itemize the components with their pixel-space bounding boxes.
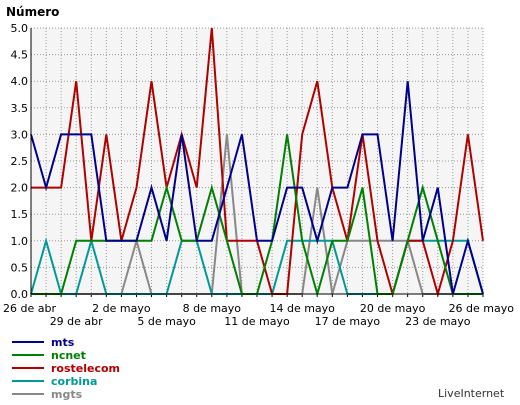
y-tick-label: 3.0 bbox=[11, 128, 29, 141]
legend-label-ncnet: ncnet bbox=[51, 349, 86, 362]
x-tick-label: 23 de mayo bbox=[405, 315, 471, 328]
x-tick-label: 11 de mayo bbox=[224, 315, 290, 328]
x-tick-label: 17 de mayo bbox=[315, 315, 381, 328]
x-tick-label: 29 de abr bbox=[50, 315, 103, 328]
x-tick-label: 5 de mayo bbox=[137, 315, 196, 328]
x-tick-label: 26 de mayo bbox=[449, 302, 515, 315]
x-tick-label: 14 de mayo bbox=[269, 302, 335, 315]
y-axis-ticks: 0.0 0.5 1.0 1.5 2.0 2.5 3.0 3.5 4.0 4.5 5.0 bbox=[11, 22, 29, 301]
legend-label-mgts: mgts bbox=[51, 388, 83, 401]
x-tick-label: 2 de mayo bbox=[92, 302, 151, 315]
y-tick-label: 4.5 bbox=[11, 49, 29, 62]
grid bbox=[31, 27, 484, 294]
y-axis-title: Número bbox=[6, 5, 59, 19]
y-tick-label: 0.5 bbox=[11, 261, 29, 274]
series-line-mts bbox=[30, 81, 484, 295]
x-axis-ticks: 26 de abr 2 de mayo 8 de mayo 14 de mayo 20 … bbox=[3, 294, 514, 328]
legend-label-corbina: corbina bbox=[51, 375, 97, 388]
y-tick-label: 5.0 bbox=[11, 22, 29, 35]
y-tick-label: 1.5 bbox=[11, 208, 29, 221]
legend-label-rostelecom: rostelecom bbox=[51, 362, 120, 375]
brand-label: LiveInternet bbox=[438, 387, 505, 400]
y-tick-label: 2.5 bbox=[11, 155, 29, 168]
y-tick-label: 3.5 bbox=[11, 102, 29, 115]
legend-label-mts: mts bbox=[51, 336, 75, 349]
x-tick-label: 26 de abr bbox=[3, 302, 56, 315]
x-tick-label: 8 de mayo bbox=[183, 302, 242, 315]
y-tick-label: 2.0 bbox=[11, 182, 29, 195]
y-tick-label: 1.0 bbox=[11, 235, 29, 248]
y-tick-label: 0.0 bbox=[11, 288, 29, 301]
y-tick-label: 4.0 bbox=[11, 75, 29, 88]
x-tick-label: 20 de mayo bbox=[360, 302, 426, 315]
